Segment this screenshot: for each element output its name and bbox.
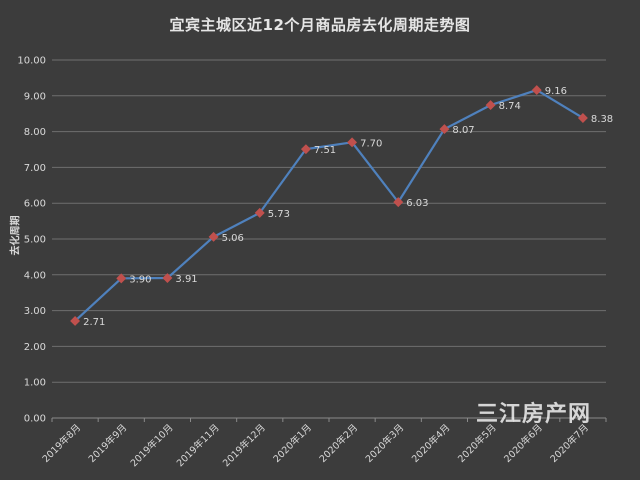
- x-tick-label: 2020年2月: [317, 422, 360, 465]
- data-label: 9.16: [545, 86, 567, 97]
- y-tick-label: 3.00: [24, 306, 46, 317]
- x-tick-label: 2020年7月: [548, 422, 591, 465]
- y-tick-label: 5.00: [24, 235, 46, 246]
- data-label: 8.74: [499, 101, 521, 112]
- x-tick-label: 2020年4月: [409, 422, 452, 465]
- series-line: [74, 88, 584, 322]
- y-tick-label: 10.00: [17, 56, 46, 67]
- x-tick-label: 2020年1月: [271, 422, 314, 465]
- data-label: 3.91: [175, 274, 197, 285]
- data-point: [208, 231, 219, 242]
- data-point: [347, 137, 358, 148]
- x-tick-label: 2020年6月: [502, 422, 545, 465]
- data-label: 5.73: [268, 209, 290, 220]
- data-label: 7.51: [314, 145, 336, 156]
- y-tick-label: 1.00: [24, 378, 46, 389]
- data-label: 5.06: [222, 233, 244, 244]
- y-tick-label: 4.00: [24, 270, 46, 281]
- data-point: [393, 197, 404, 208]
- watermark: 三江房产网: [476, 402, 592, 427]
- x-tick-label: 2019年10月: [128, 422, 176, 470]
- y-tick-label: 9.00: [24, 91, 46, 102]
- data-label: 8.38: [591, 114, 613, 125]
- data-label: 8.07: [452, 125, 474, 136]
- x-tick-label: 2019年9月: [86, 422, 129, 465]
- x-tick-label: 2019年12月: [220, 422, 268, 470]
- data-label: 7.70: [360, 138, 382, 149]
- data-label: 6.03: [406, 198, 428, 209]
- x-tick-label: 2019年8月: [40, 422, 83, 465]
- chart-title: 宜宾主城区近12个月商品房去化周期走势图: [169, 16, 471, 34]
- data-point: [485, 100, 496, 111]
- x-tick-label: 2019年11月: [174, 422, 222, 470]
- y-tick-label: 7.00: [24, 163, 46, 174]
- data-point: [162, 273, 173, 283]
- data-point: [254, 207, 265, 218]
- data-point: [300, 144, 311, 155]
- data-point: [531, 85, 542, 96]
- y-tick-label: 6.00: [24, 199, 46, 210]
- data-label: 3.90: [129, 274, 151, 285]
- data-label: 2.71: [83, 317, 105, 328]
- x-tick-label: 2020年3月: [363, 422, 406, 465]
- y-tick-label: 2.00: [24, 342, 46, 353]
- y-tick-label: 8.00: [24, 127, 46, 138]
- x-tick-label: 2020年5月: [455, 422, 498, 465]
- data-point: [577, 113, 588, 123]
- y-tick-label: 0.00: [24, 414, 46, 425]
